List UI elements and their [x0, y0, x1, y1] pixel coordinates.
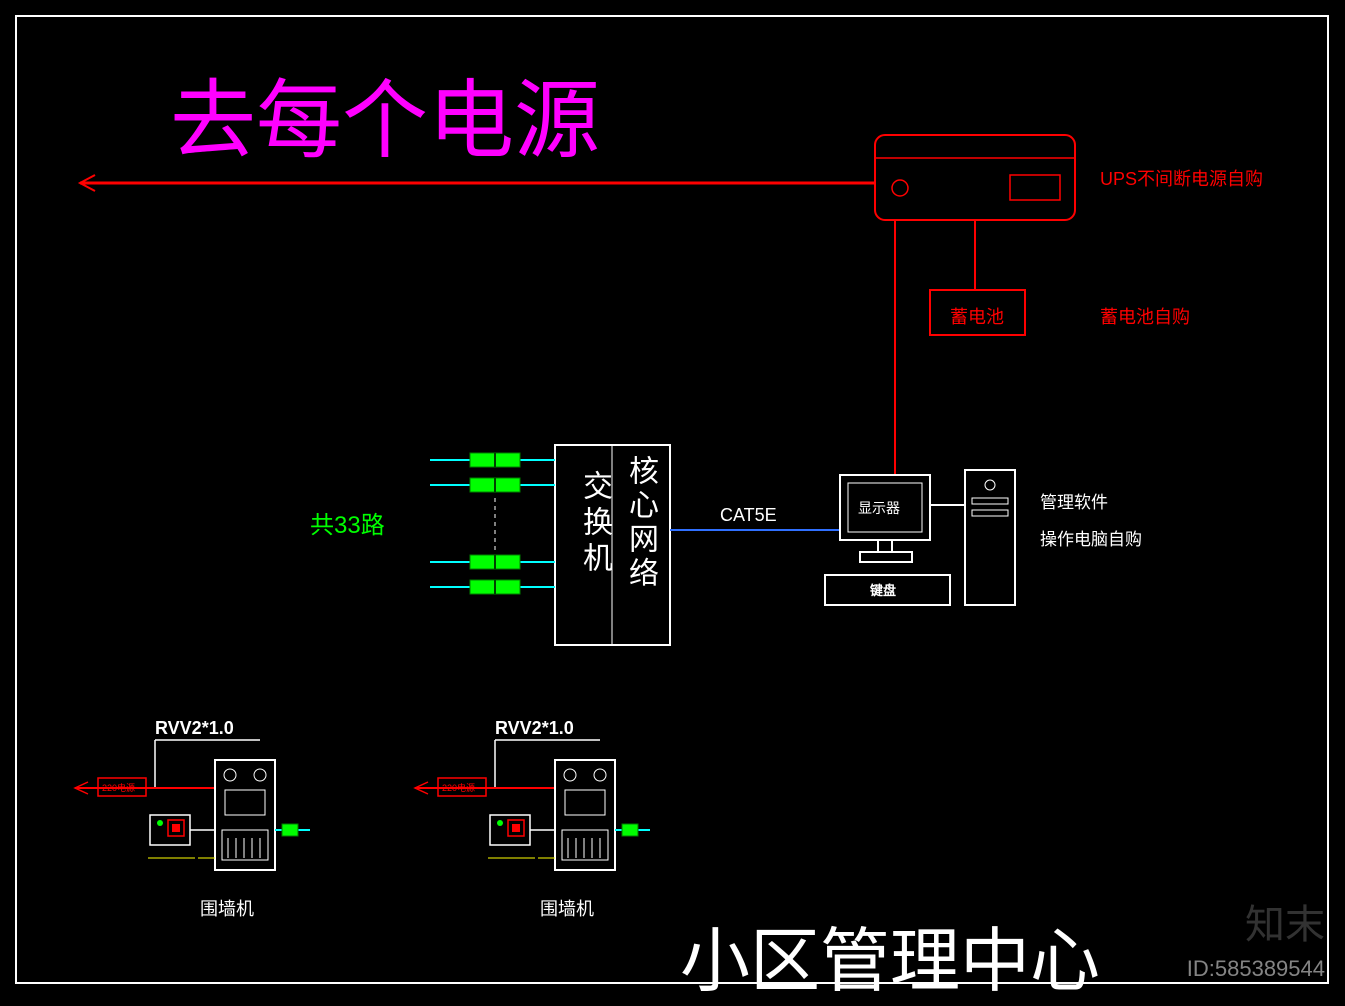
computer-label1: 管理软件: [1040, 488, 1108, 513]
wall2-cable-label: RVV2*1.0: [495, 718, 574, 739]
wall-unit-2: [415, 740, 650, 870]
wall2-power-label: 220电源: [442, 781, 475, 794]
cat5e-label: CAT5E: [720, 505, 777, 526]
diagram-svg: [0, 0, 1345, 1000]
watermark-brand: 知末: [1245, 892, 1325, 950]
computer-label2: 操作电脑自购: [1040, 525, 1142, 550]
keyboard-label: 键盘: [870, 580, 896, 599]
wall2-name-label: 围墙机: [540, 895, 594, 921]
route-count: 共33路: [310, 505, 385, 540]
battery-label: 蓄电池自购: [1100, 303, 1190, 329]
ups-label: UPS不间断电源自购: [1100, 165, 1263, 191]
wall1-power-label: 220电源: [102, 781, 135, 794]
battery-text: 蓄电池: [950, 303, 1004, 329]
monitor-label: 显示器: [858, 498, 900, 518]
wall1-cable-label: RVV2*1.0: [155, 718, 234, 739]
switch-col2: 核心网络: [618, 455, 662, 591]
switch-col1: 交换机: [572, 470, 616, 578]
watermark-id: ID:585389544: [1187, 956, 1325, 982]
ups-box: [875, 135, 1075, 220]
green-connectors: [430, 453, 555, 594]
wall-unit-1: [75, 740, 310, 870]
wall1-name-label: 围墙机: [200, 895, 254, 921]
